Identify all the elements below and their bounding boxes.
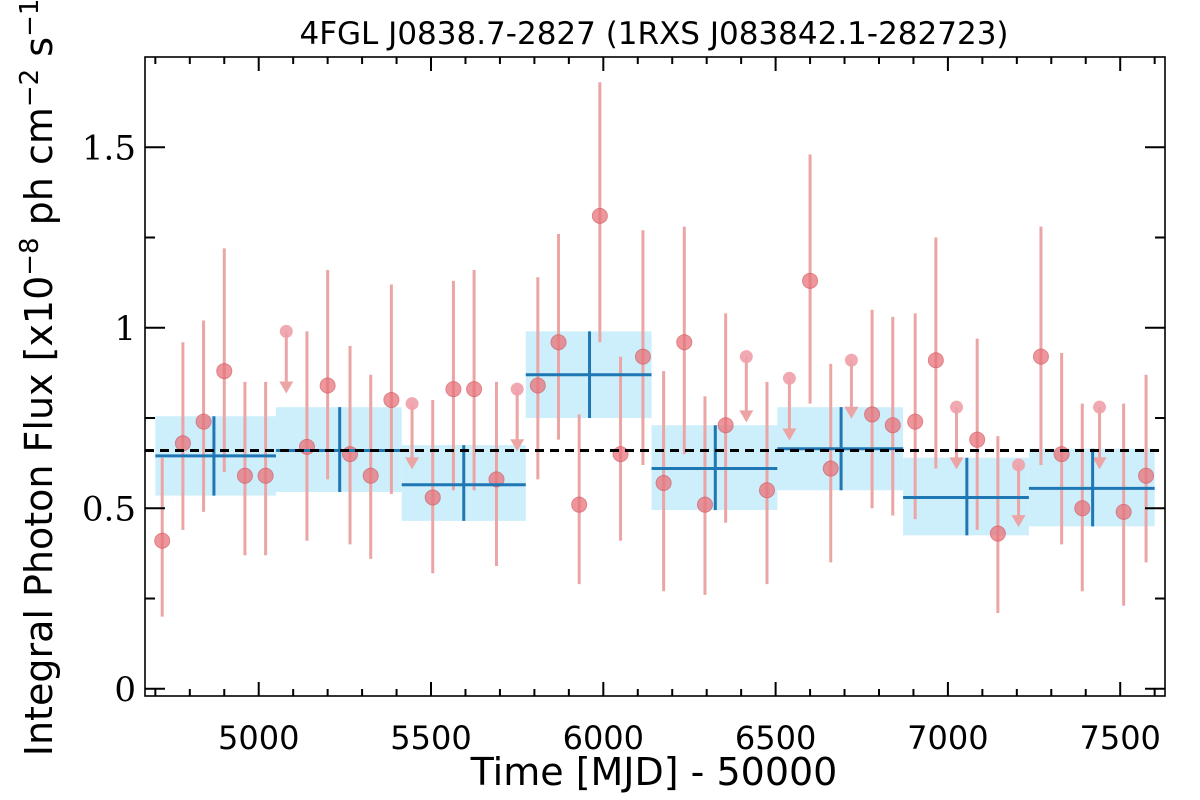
data-point — [969, 431, 986, 448]
data-point — [822, 460, 839, 477]
y-tick-label: 1 — [114, 309, 136, 349]
upper-limit-marker — [782, 371, 796, 385]
upper-limit-marker — [844, 353, 858, 367]
data-point — [884, 417, 901, 434]
data-point — [342, 446, 359, 463]
upper-limit-arrow — [739, 410, 754, 423]
x-tick-label: 5500 — [390, 719, 471, 757]
upper-limit-arrow — [782, 428, 797, 441]
data-point — [174, 435, 191, 452]
y-tick-label: 0.5 — [82, 489, 136, 529]
data-point — [383, 391, 400, 408]
y-axis-label: Integral Photon Flux [x10−8 ph cm−2 s−1] — [15, 0, 61, 756]
upper-limit-arrow — [1011, 515, 1026, 528]
upper-limit-arrow — [405, 457, 420, 470]
y-axis-label-mid2: s — [17, 37, 61, 69]
data-point — [1053, 446, 1070, 463]
data-point — [445, 381, 462, 398]
data-point — [907, 413, 924, 430]
data-point — [571, 496, 588, 513]
data-point — [154, 532, 171, 549]
data-point — [1115, 503, 1132, 520]
y-axis-label-mid: ph cm — [17, 107, 61, 237]
data-point — [236, 467, 253, 484]
axes: 5000 5500 6000 6500 7000 7500 0 0.5 1 1.5 — [82, 56, 1166, 757]
data-point — [655, 475, 672, 491]
data-point — [424, 489, 441, 506]
data-point — [591, 207, 608, 224]
x-axis-label: Time [MJD] - 50000 — [470, 750, 838, 794]
data-point — [1074, 500, 1091, 517]
upper-limit-marker — [510, 382, 524, 396]
data-point — [612, 446, 629, 463]
x-tick-label: 7500 — [1079, 719, 1160, 757]
data-point — [298, 438, 315, 455]
data-point — [195, 413, 212, 430]
x-tick-label: 5000 — [218, 719, 299, 757]
upper-limit-arrow — [279, 381, 294, 394]
y-axis-label-exp3: −1 — [15, 0, 45, 37]
data-point — [216, 363, 233, 380]
x-tick-label: 6000 — [563, 719, 644, 757]
chart-title: 4FGL J0838.7-2827 (1RXS J083842.1-282723… — [299, 16, 1008, 52]
data-point — [529, 377, 546, 394]
y-axis-label-main: Integral Photon Flux [x10 — [17, 276, 61, 757]
data-point — [488, 471, 505, 488]
plot-frame — [144, 56, 1166, 697]
upper-limit-arrow — [949, 457, 964, 470]
data-point — [802, 272, 819, 289]
upper-limit-marker — [1093, 400, 1107, 414]
data-point — [466, 381, 483, 398]
upper-limit-marker — [950, 400, 964, 414]
upper-limit-arrow — [1092, 457, 1107, 470]
upper-limit-marker — [279, 324, 293, 338]
data-point — [676, 334, 693, 351]
y-axis-label-exp1: −8 — [15, 237, 45, 275]
upper-limit-arrow — [510, 439, 525, 452]
x-tick-label: 6500 — [735, 719, 816, 757]
data-point — [927, 352, 944, 369]
y-axis-label-exp2: −2 — [15, 69, 45, 107]
data-point — [1138, 467, 1155, 484]
data-point — [989, 525, 1006, 542]
upper-limit-arrow — [844, 406, 859, 419]
x-tick-label: 7000 — [907, 719, 988, 757]
y-tick-label: 1.5 — [82, 128, 136, 168]
data-point — [319, 377, 336, 394]
data-point — [634, 348, 651, 365]
data-point — [758, 482, 775, 499]
upper-limit-marker — [1012, 458, 1026, 472]
plot-area — [145, 82, 1165, 617]
data-point — [550, 334, 567, 351]
data-point — [362, 467, 379, 484]
data-point — [1032, 348, 1049, 365]
y-tick-label: 0 — [114, 670, 136, 710]
data-point — [257, 467, 274, 484]
upper-limit-marker — [405, 397, 419, 411]
upper-limit-marker — [739, 350, 753, 364]
data-point — [864, 406, 881, 423]
data-point — [717, 417, 734, 434]
data-point — [696, 496, 713, 513]
